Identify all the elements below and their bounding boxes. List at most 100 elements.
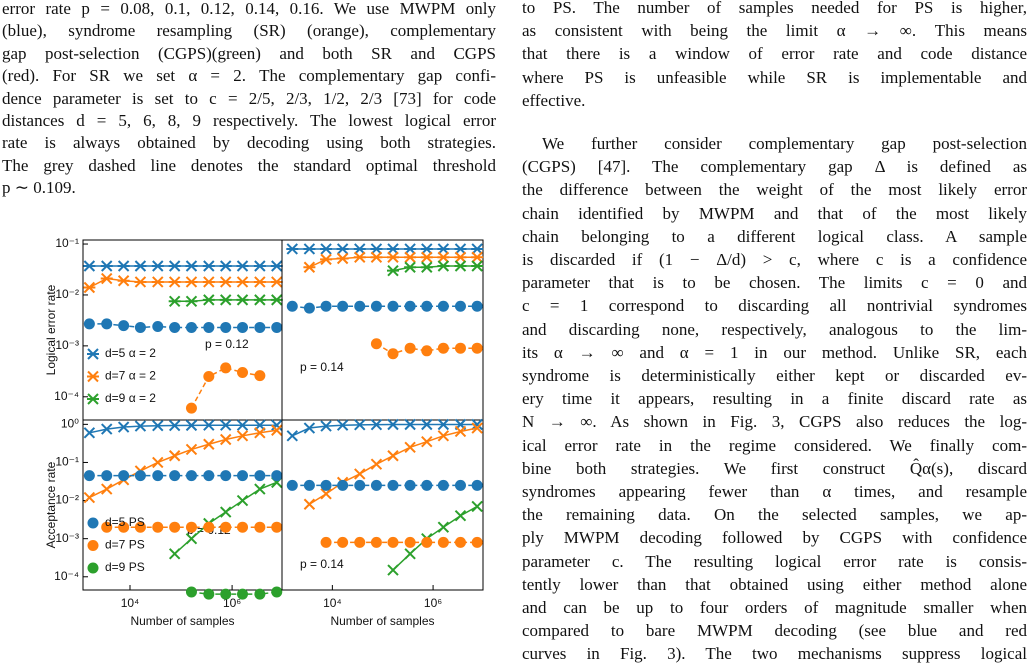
marker — [202, 260, 215, 272]
marker — [437, 430, 450, 442]
marker — [471, 536, 483, 548]
series-line — [89, 277, 277, 289]
marker — [83, 260, 96, 272]
marker — [203, 521, 215, 533]
marker — [454, 243, 467, 255]
text-line: p ∼ 0.109. — [2, 178, 76, 198]
marker — [320, 479, 332, 491]
series-line — [89, 424, 277, 434]
marker — [203, 419, 215, 431]
marker — [370, 338, 382, 350]
marker — [454, 479, 466, 491]
marker — [152, 420, 164, 432]
marker — [286, 300, 298, 312]
marker — [437, 521, 450, 533]
x-tick-label: 10⁴ — [121, 596, 140, 610]
series-line — [309, 427, 478, 505]
x-axis-label: Number of samples — [130, 614, 234, 628]
marker — [354, 300, 366, 312]
marker — [286, 479, 298, 491]
marker — [471, 300, 483, 312]
marker — [83, 281, 96, 294]
marker — [185, 521, 197, 533]
marker — [387, 300, 399, 312]
marker — [420, 243, 433, 255]
marker — [151, 260, 164, 272]
marker — [320, 253, 333, 266]
marker — [220, 521, 232, 533]
marker — [237, 521, 249, 533]
marker — [370, 479, 382, 491]
marker — [185, 443, 198, 456]
marker — [220, 588, 232, 600]
marker — [404, 479, 416, 491]
text-line: the remaining data. On the selected samp… — [522, 505, 1027, 525]
marker — [203, 438, 215, 450]
marker — [303, 261, 316, 273]
marker — [254, 521, 266, 533]
text-line: distances d = 5, 6, 8, 9 respectively. T… — [2, 111, 496, 130]
text-line: curves in Fig. 3). The two mechanisms su… — [522, 644, 1027, 664]
text-line: its α → ∞ and α = 1 in our method. Unlik… — [522, 342, 1027, 362]
marker — [471, 251, 484, 263]
marker — [286, 243, 299, 255]
marker — [471, 260, 484, 272]
marker — [354, 536, 366, 548]
marker — [471, 418, 483, 431]
marker — [271, 424, 283, 436]
marker — [271, 521, 283, 533]
marker — [387, 243, 400, 255]
marker — [437, 418, 450, 431]
legend-marker — [87, 517, 99, 529]
marker — [203, 588, 215, 600]
marker — [253, 276, 266, 288]
legend-label: d=7 PS — [105, 538, 145, 552]
panel-frame — [281, 419, 484, 591]
marker — [219, 276, 232, 288]
legend-label: d=5 PS — [105, 515, 145, 529]
marker — [100, 260, 113, 272]
text-line: where PS is unfeasible while SR is imple… — [522, 67, 1027, 87]
marker — [202, 294, 215, 306]
marker — [236, 494, 249, 507]
marker — [320, 488, 332, 500]
marker — [437, 251, 450, 263]
y-axis-label: Acceptance rate — [44, 461, 58, 548]
marker — [101, 521, 113, 533]
marker — [134, 521, 146, 533]
marker — [387, 450, 399, 462]
marker — [168, 450, 181, 462]
text-line: as consistent with being the limit α → ∞… — [522, 21, 1027, 41]
text-line: chain identified by MWPM and that of the… — [522, 203, 1027, 223]
marker — [117, 260, 130, 272]
marker — [254, 483, 266, 495]
marker — [370, 251, 383, 263]
marker — [100, 272, 113, 285]
marker — [220, 506, 232, 518]
marker — [353, 251, 366, 263]
marker — [101, 470, 113, 482]
annotation: p = 0.14 — [300, 557, 344, 571]
marker — [387, 564, 399, 576]
marker — [169, 521, 181, 533]
marker — [254, 588, 266, 600]
marker — [203, 321, 215, 333]
marker — [118, 320, 130, 332]
marker — [420, 261, 433, 273]
marker — [404, 251, 417, 263]
marker — [185, 295, 198, 308]
marker — [185, 276, 198, 288]
marker — [236, 430, 249, 442]
legend-marker — [87, 348, 99, 360]
marker — [437, 243, 450, 255]
legend-marker — [87, 540, 99, 551]
marker — [404, 261, 417, 273]
text-line: bine both strategies. We first construct… — [522, 458, 1027, 478]
marker — [336, 243, 349, 255]
marker — [336, 419, 349, 431]
marker — [236, 419, 249, 431]
marker — [237, 588, 249, 600]
marker — [168, 260, 181, 272]
text-line: and can be up to four orders of magnitud… — [522, 598, 1027, 617]
